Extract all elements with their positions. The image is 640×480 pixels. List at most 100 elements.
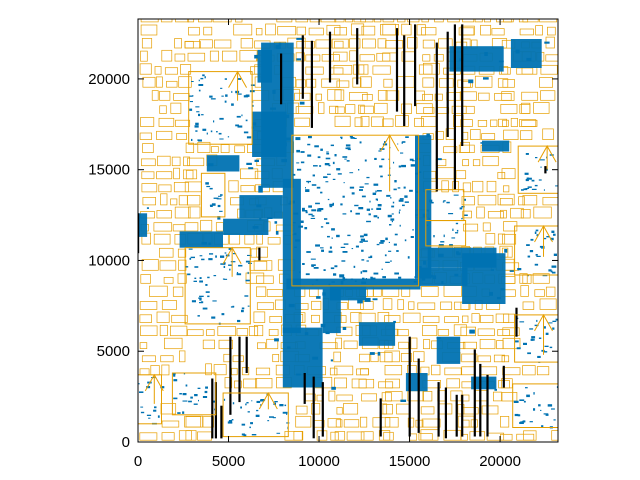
routing-speck-mark	[274, 221, 278, 224]
routing-speck-mark	[296, 58, 301, 61]
macro-wire-mark	[527, 352, 531, 355]
cell-mark	[159, 324, 168, 336]
cell-mark	[141, 38, 153, 49]
cell-mark	[139, 63, 152, 75]
macro-wire-mark	[185, 384, 188, 387]
cell-mark	[161, 364, 170, 376]
macro-right-lower-arrowhead	[534, 313, 553, 332]
macro-wire-mark	[316, 209, 322, 212]
cell-mark	[176, 133, 187, 140]
macro-wire-mark	[185, 266, 189, 268]
cell-mark	[183, 156, 190, 167]
macro-wire-mark	[548, 269, 552, 272]
macro-wire-mark	[358, 207, 364, 210]
macro-wire-mark	[334, 265, 338, 268]
pin-column-mark	[328, 31, 332, 83]
macro-wire-mark	[516, 347, 521, 350]
macro-wire-mark	[397, 187, 401, 189]
macro-wire-mark	[232, 402, 235, 405]
cell-mark	[158, 184, 172, 193]
macro-wire-mark	[236, 273, 242, 276]
cell-mark	[462, 210, 472, 219]
cell-mark	[334, 115, 351, 127]
pin-column-mark	[258, 247, 261, 261]
pin-column-mark	[414, 24, 417, 107]
cell-mark	[256, 246, 268, 258]
cell-mark	[434, 19, 444, 23]
macro-wire-mark	[220, 255, 225, 258]
cell-mark	[482, 156, 499, 167]
macro-wire-mark	[375, 190, 377, 193]
cell-mark	[358, 64, 369, 75]
cell-mark	[185, 142, 195, 153]
macro-wire-mark	[353, 137, 357, 139]
macro-wire-mark	[157, 415, 160, 418]
macro-wire-mark	[531, 336, 536, 339]
cell-mark	[253, 311, 266, 323]
macro-wire-mark	[205, 291, 210, 293]
macro-wire-mark	[296, 162, 300, 164]
pin-column-mark	[453, 24, 456, 190]
macro-wire-mark	[231, 103, 234, 106]
routing-speck-mark	[369, 352, 375, 355]
cell-mark	[502, 233, 517, 245]
routing-speck-mark	[436, 337, 441, 339]
macro-wire-mark	[320, 226, 324, 228]
pin-column-mark	[280, 53, 283, 105]
macro-wire-mark	[323, 269, 326, 271]
macro-wire-mark	[527, 255, 531, 258]
x-tick-label: 10000	[298, 453, 340, 470]
macro-wire-mark	[553, 233, 556, 236]
macro-wire-mark	[260, 399, 266, 401]
macro-wire-mark	[359, 186, 364, 188]
macro-bottom-mid-arrowhead	[258, 391, 278, 410]
macro-wire-mark	[377, 190, 382, 192]
macro-wire-mark	[442, 201, 445, 203]
routing-region-mark	[179, 231, 223, 248]
macro-wire-mark	[305, 187, 306, 189]
cell-mark	[519, 28, 534, 36]
cell-mark	[372, 65, 391, 75]
cell-mark	[382, 298, 393, 310]
routing-speck-mark	[312, 356, 319, 360]
macro-wire-mark	[374, 157, 377, 160]
cell-mark	[539, 19, 558, 23]
cell-mark	[158, 117, 175, 127]
macro-wire-mark	[343, 278, 348, 280]
routing-speck-mark	[393, 320, 396, 324]
routing-speck-mark	[494, 389, 497, 391]
macro-wire-mark	[194, 277, 197, 279]
macro-wire-mark	[206, 132, 208, 135]
macro-wire-mark	[523, 400, 526, 403]
cell-mark	[377, 38, 387, 49]
macro-wire-mark	[199, 298, 202, 301]
cell-mark	[153, 222, 173, 232]
macro-wire-mark	[455, 232, 459, 234]
macro-wire-mark	[315, 202, 320, 205]
macro-wire-mark	[527, 186, 532, 188]
macro-wire-mark	[400, 152, 404, 154]
cell-mark	[236, 328, 249, 336]
macro-wire-mark	[526, 244, 530, 246]
cell-mark	[296, 40, 315, 49]
cell-mark	[349, 92, 368, 101]
macro-wire-mark	[380, 175, 383, 178]
cell-mark	[173, 182, 189, 193]
macro-wire-mark	[179, 393, 182, 395]
routing-speck-mark	[298, 225, 303, 228]
routing-region-mark	[482, 140, 510, 152]
cell-mark	[222, 50, 238, 62]
cell-mark	[153, 233, 171, 245]
macro-wire-mark	[390, 260, 392, 262]
routing-region-mark	[449, 46, 504, 72]
cell-mark	[160, 19, 173, 23]
macro-wire-mark	[449, 244, 453, 247]
cell-mark	[407, 417, 415, 428]
cell-mark	[217, 326, 237, 336]
cell-mark	[248, 326, 259, 336]
macro-wire-mark	[211, 316, 216, 319]
macro-wire-mark	[348, 148, 351, 151]
cell-mark	[336, 80, 350, 88]
cell-mark	[501, 355, 510, 363]
macro-wire-mark	[402, 141, 406, 143]
